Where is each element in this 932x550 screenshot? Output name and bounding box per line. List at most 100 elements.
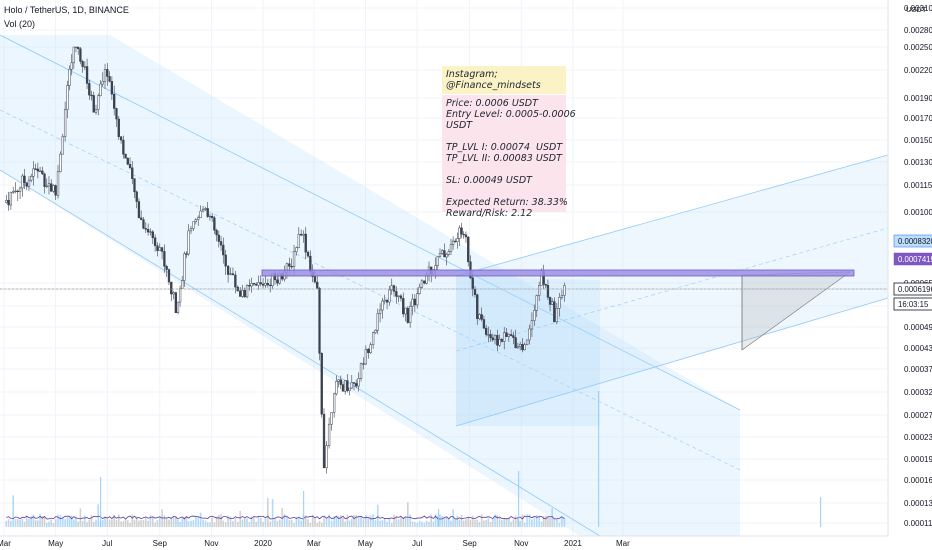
volume-bar: [390, 522, 393, 527]
candle-up: [350, 382, 353, 389]
volume-bar: [108, 519, 111, 527]
trade-setup-note[interactable]: Price: 0.0006 USDT Entry Level: 0.0005-0…: [442, 95, 576, 219]
volume-bar: [77, 521, 79, 527]
price-tick-label: 0.0002700: [904, 411, 932, 420]
volume-bar: [66, 516, 69, 527]
volume-bar: [325, 518, 328, 527]
time-tick-label: Mar: [616, 539, 630, 548]
candle-up: [498, 338, 501, 346]
candle-up: [52, 185, 55, 192]
candle-down: [239, 290, 242, 297]
volume-bar: [204, 520, 207, 527]
price-tick-label: 0.0025000: [904, 43, 932, 52]
price-tick-label: 0.0003200: [904, 388, 932, 397]
candle-down: [392, 285, 396, 292]
volume-bar: [441, 515, 444, 527]
candle-up: [38, 170, 42, 172]
candle-up: [551, 301, 554, 305]
candle-up: [14, 190, 17, 193]
candle-up: [197, 217, 200, 220]
volume-bar: [374, 520, 377, 527]
volume-bar: [561, 517, 563, 527]
volume-bar: [563, 518, 566, 527]
candle-up: [416, 293, 419, 306]
time-axis[interactable]: Mar May Jul Sep Nov 2020 Mar May Jul Sep Nov 2021 Ma…: [0, 535, 888, 548]
volume-bar: [12, 495, 14, 527]
volume-bar: [229, 516, 232, 527]
candle-up: [376, 313, 379, 331]
volume-bar: [344, 521, 346, 527]
candle-up: [528, 328, 531, 341]
trade-note-entry: Entry Level: 0.0005-0.0006: [446, 109, 576, 120]
candle-up: [388, 289, 391, 303]
volume-bar: [547, 517, 549, 527]
trade-note-return: Expected Return: 38.33%: [446, 197, 568, 208]
volume-bar: [531, 519, 533, 527]
time-tick-label: Sep: [153, 539, 168, 548]
candle-up: [458, 227, 461, 239]
volume-bar: [402, 517, 405, 527]
volume-bar: [450, 520, 452, 527]
candle-down: [117, 118, 120, 137]
candle-down: [399, 295, 403, 299]
candle-down: [288, 263, 291, 267]
ascending-channel-upper: [455, 154, 889, 277]
volume-bar: [234, 518, 237, 527]
candle-down: [234, 274, 237, 288]
volume-spike: [100, 477, 102, 527]
volume-bar: [232, 521, 234, 527]
instagram-note[interactable]: Instagram; @Finance_mindsets: [442, 66, 566, 94]
candle-down: [106, 69, 109, 77]
volume-bar: [367, 517, 370, 527]
volume-bar: [90, 514, 93, 527]
time-tick-label: Jul: [102, 539, 112, 548]
volume-bar: [192, 520, 195, 527]
trade-note-price: Price: 0.0006 USDT: [446, 98, 538, 109]
volume-bar: [478, 521, 481, 527]
volume-spike: [303, 491, 305, 527]
candle-down: [309, 255, 312, 273]
candle-down: [548, 297, 552, 305]
volume-bar: [181, 517, 184, 527]
candle-down: [482, 319, 486, 329]
volume-bar: [418, 520, 421, 527]
volume-bar: [39, 514, 41, 527]
candle-up: [535, 295, 538, 311]
volume-bar: [483, 520, 485, 527]
candle-down: [521, 344, 524, 351]
volume-bar: [37, 520, 39, 527]
candle-up: [533, 310, 536, 321]
candle-down: [92, 95, 95, 113]
volume-bar: [423, 522, 426, 527]
candle-down: [423, 280, 426, 284]
candle-down: [491, 337, 494, 340]
candle-up: [18, 187, 22, 192]
volume-bar: [476, 519, 479, 527]
price-axis[interactable]: 0.0031000 0.0028000 0.0025000 0.0022000 0.00…: [887, 0, 932, 536]
volume-bar: [262, 522, 264, 527]
candle-up: [192, 221, 195, 229]
candle-up: [325, 445, 328, 469]
price-label-box: [893, 234, 932, 248]
volume-bar: [517, 517, 519, 527]
candle-down: [85, 66, 89, 84]
volume-bar: [487, 518, 490, 527]
price-label-1: 0.0007419: [893, 252, 932, 266]
volume-bar: [369, 515, 372, 527]
volume-bar: [454, 519, 457, 527]
volume-bar: [70, 515, 73, 527]
volume-bar: [411, 521, 414, 527]
candle-up: [478, 314, 481, 319]
volume-bar: [335, 515, 338, 527]
candle-up: [493, 335, 497, 340]
volume-bar: [10, 520, 12, 527]
candle-up: [59, 153, 62, 172]
volume-bar: [34, 520, 37, 527]
candle-up: [32, 168, 35, 177]
volume-bar: [383, 518, 386, 527]
candle-down: [165, 266, 168, 270]
candle-down: [480, 314, 483, 320]
volume-bar: [170, 517, 173, 527]
volume-bar: [538, 517, 540, 527]
